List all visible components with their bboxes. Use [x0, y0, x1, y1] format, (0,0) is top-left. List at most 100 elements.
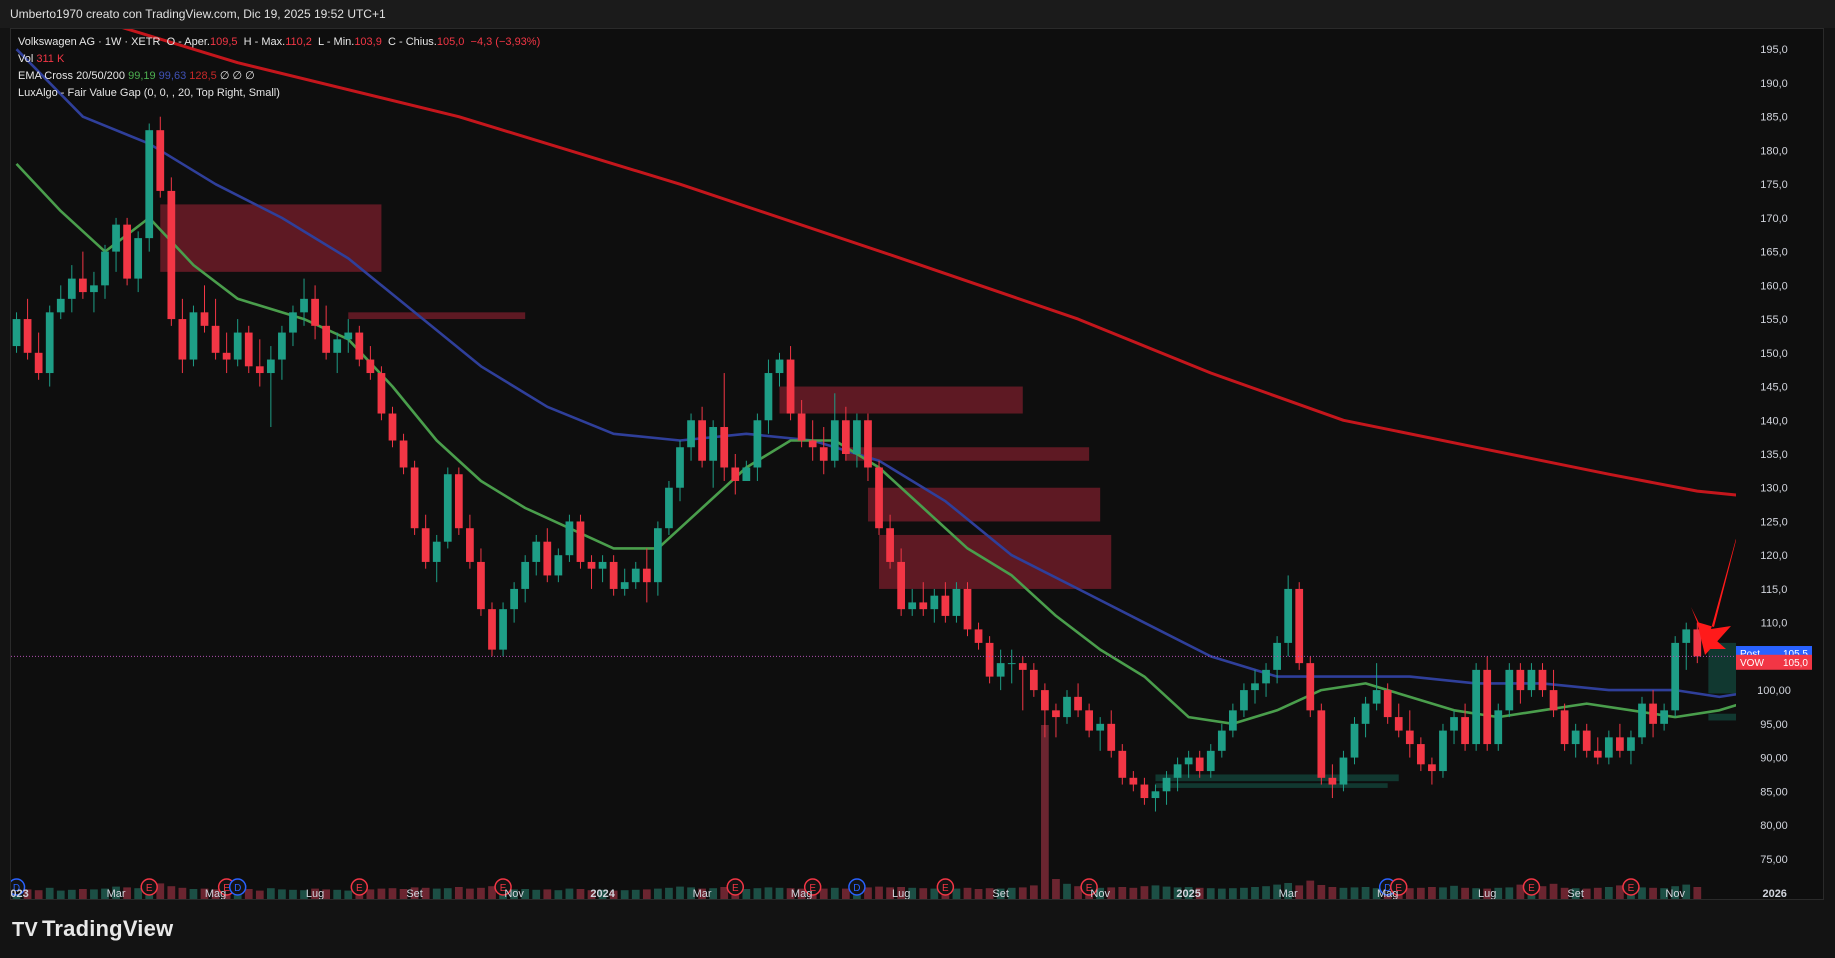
volume-bar: [1317, 885, 1326, 899]
volume-bar: [67, 889, 76, 899]
candle-body: [1007, 663, 1016, 665]
header-caption: Umberto1970 creato con TradingView.com, …: [0, 0, 1835, 28]
volume-bar: [1029, 885, 1038, 899]
x-tick-label: Set: [992, 888, 1009, 900]
candle-body: [289, 312, 297, 333]
volume-bar: [830, 887, 839, 899]
volume-bar: [333, 889, 342, 899]
event-marker-label: D: [1384, 883, 1391, 894]
volume-bar: [919, 888, 928, 899]
price-chart[interactable]: D E E D E E E E D E E D E E E195,0190,0185,0180,0175,0…: [11, 29, 1824, 900]
event-marker-label: E: [809, 883, 816, 894]
y-tick-label: 140,0: [1760, 415, 1788, 427]
volume-bar: [289, 889, 297, 899]
candle-body: [56, 298, 65, 313]
volume-bar: [1018, 887, 1027, 899]
y-tick-label: 75,00: [1760, 854, 1788, 866]
price-badge: [1736, 654, 1812, 670]
volume-bar: [1560, 887, 1569, 899]
candle-body: [1527, 669, 1536, 691]
legend-ohlc-row[interactable]: Volkswagen AG · 1W · XETR O - Aper.109,5…: [18, 34, 540, 51]
footer: TV TradingView: [0, 900, 1835, 958]
candle-body: [974, 629, 983, 643]
candle-body: [477, 561, 485, 610]
candle-body: [79, 278, 87, 293]
event-marker-label: E: [1395, 883, 1402, 894]
earnings-marker-icon: [1080, 878, 1098, 896]
volume-bar: [1007, 887, 1016, 899]
chart-panel[interactable]: D E E D E E E E D E E D E E E 195,0 190,0 185,0 180,0 175,0…: [10, 28, 1824, 900]
volume-bar: [576, 889, 585, 899]
volume-bar: [45, 887, 54, 899]
candle-body: [1671, 642, 1680, 711]
volume-bar: [1571, 888, 1580, 899]
candle-body: [244, 332, 253, 367]
earnings-marker-icon: [1622, 878, 1640, 896]
volume-bar: [1074, 886, 1082, 899]
volume-bar: [554, 890, 563, 899]
brand-text: TradingView: [41, 916, 174, 941]
candle-body: [355, 332, 364, 360]
y-tick-label: 80,00: [1760, 820, 1788, 832]
legend-volume-row[interactable]: Vol 311 K: [18, 51, 540, 68]
candle-body: [1184, 757, 1193, 765]
x-tick-label: Nov: [504, 888, 524, 900]
volume-bar: [244, 889, 253, 899]
candle-body: [1229, 710, 1237, 731]
legend-ema20-value: 99,19: [128, 70, 156, 82]
x-tick-label: Mag: [205, 888, 226, 900]
volume-bar: [432, 888, 441, 899]
legend-ema-label: EMA Cross 20/50/200: [18, 70, 126, 82]
y-tick-label: 95,00: [1760, 719, 1788, 731]
volume-bar: [1096, 887, 1105, 899]
candle-body: [753, 420, 762, 468]
candle-body: [1538, 669, 1547, 691]
legend-fvg-row[interactable]: LuxAlgo - Fair Value Gap (0, 0, , 20, To…: [18, 85, 540, 102]
volume-bar: [1195, 887, 1204, 899]
fvg-bear-zone: [845, 447, 1090, 461]
candle-body: [1284, 588, 1293, 643]
tradingview-brand[interactable]: TV TradingView: [12, 916, 173, 942]
candle-body: [1461, 717, 1469, 745]
y-tick-label: 180,0: [1760, 145, 1788, 157]
candle-body: [819, 447, 828, 461]
volume-bar: [167, 886, 176, 899]
candle-body: [897, 561, 906, 610]
volume-bar: [665, 887, 673, 899]
volume-bar: [720, 887, 729, 899]
volume-bar: [466, 888, 474, 899]
volume-bar: [1450, 885, 1458, 899]
y-tick-label: 120,0: [1760, 550, 1788, 562]
x-tick-label: Nov: [1090, 888, 1110, 900]
y-tick-label: 85,00: [1760, 786, 1788, 798]
volume-bar: [1428, 887, 1436, 899]
candle-body: [90, 285, 98, 293]
x-tick-label: Mar: [1279, 888, 1298, 900]
legend-open-label: O - Aper.: [166, 36, 210, 48]
candle-body: [1494, 710, 1503, 745]
legend-symbol[interactable]: Volkswagen AG · 1W · XETR: [18, 36, 161, 48]
y-tick-label: 195,0: [1760, 44, 1788, 56]
event-marker-label: E: [500, 883, 507, 894]
volume-bar: [1649, 887, 1657, 899]
candle-body: [742, 467, 751, 481]
volume-bar: [377, 888, 386, 899]
candle-body: [841, 420, 850, 454]
volume-bar: [1284, 883, 1293, 899]
y-tick-label: 175,0: [1760, 179, 1788, 191]
volume-bar: [819, 888, 828, 899]
volume-bar: [1306, 880, 1315, 899]
volume-bar: [1472, 888, 1481, 899]
candle-body: [941, 595, 950, 616]
volume-bar: [1638, 887, 1646, 899]
candle-body: [665, 487, 673, 529]
legend-ema-row[interactable]: EMA Cross 20/50/200 99,19 99,63 128,5 ∅ …: [18, 68, 540, 85]
candle-body: [1428, 764, 1436, 772]
candle-body: [178, 319, 187, 360]
candle-body: [1052, 710, 1060, 718]
candle-body: [1173, 764, 1182, 778]
volume-bar: [1140, 886, 1149, 899]
earnings-marker-icon: [936, 878, 955, 896]
candle-body: [709, 427, 718, 461]
volume-bar: [510, 889, 518, 899]
